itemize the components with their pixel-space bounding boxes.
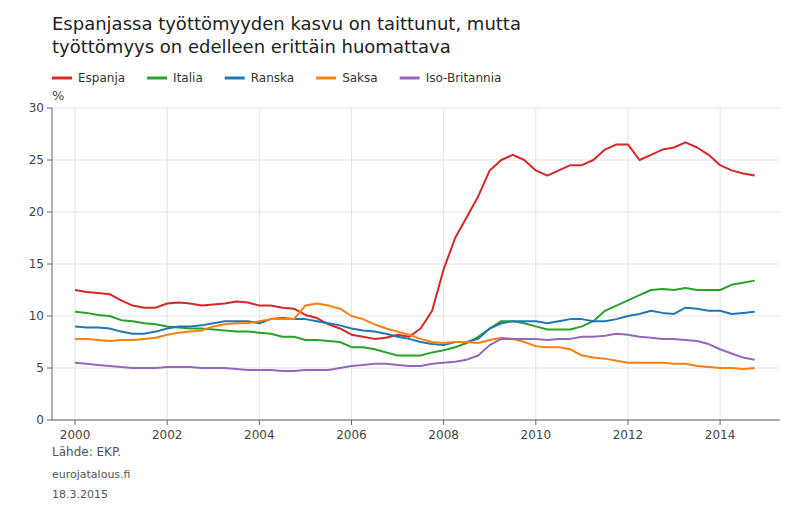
tick	[47, 212, 52, 213]
tick-label: 2002	[152, 428, 183, 442]
tick	[47, 420, 52, 421]
lines	[75, 142, 755, 371]
tick	[259, 420, 260, 425]
tick	[535, 420, 536, 425]
axis-label: %	[52, 88, 64, 103]
legend-label: Saksa	[342, 71, 378, 85]
legend-swatch	[400, 77, 420, 80]
grid-line	[443, 108, 444, 420]
axes: 0 5 10 15 20 25 30 2000 2002 2004 2006 2008 2010 2012…	[29, 101, 780, 442]
legend-swatch	[147, 77, 167, 80]
grid-line	[52, 264, 780, 265]
grid-line	[259, 108, 260, 420]
tick-label: 2014	[705, 428, 736, 442]
tick-label: 2000	[60, 428, 91, 442]
tick	[47, 264, 52, 265]
series-line	[75, 304, 755, 370]
grid-line	[52, 316, 780, 317]
grid	[52, 108, 780, 420]
tick-label: 2012	[613, 428, 644, 442]
title-line: Espanjassa työttömyyden kasvu on taittun…	[52, 13, 521, 34]
grid-line	[627, 108, 628, 420]
grid-line	[52, 212, 780, 213]
y-axis	[52, 108, 53, 420]
grid-line	[52, 160, 780, 161]
chart: Espanjassa työttömyyden kasvu on taittun…	[0, 0, 800, 522]
tick	[627, 420, 628, 425]
tick-label: 2008	[428, 428, 459, 442]
tick	[47, 160, 52, 161]
tick-label: 2010	[521, 428, 552, 442]
grid-line	[75, 108, 76, 420]
legend-label: Iso-Britannia	[426, 71, 502, 85]
grid-line	[167, 108, 168, 420]
grid-line	[351, 108, 352, 420]
x-axis	[52, 420, 780, 421]
annotation: Lähde: EKP.	[52, 445, 121, 459]
legend-label: Espanja	[78, 71, 125, 85]
tick	[47, 316, 52, 317]
title: Espanjassa työttömyyden kasvu on taittun…	[52, 13, 521, 57]
tick-label: 25	[29, 153, 44, 167]
background	[0, 0, 800, 522]
annotation: 18.3.2015	[52, 488, 108, 501]
grid-line	[720, 108, 721, 420]
tick	[720, 420, 721, 425]
tick	[47, 368, 52, 369]
tick-label: 0	[36, 413, 44, 427]
tick-label: 5	[36, 361, 44, 375]
grid-line	[535, 108, 536, 420]
series-line	[75, 281, 755, 356]
title-line: työttömyys on edelleen erittäin huomatta…	[52, 36, 451, 57]
series-line	[75, 308, 755, 345]
legend-swatch	[316, 77, 336, 80]
legend: Espanja Italia Ranska Saksa Iso-Britannia	[52, 71, 501, 85]
tick	[351, 420, 352, 425]
tick	[75, 420, 76, 425]
annotation: eurojatalous.fi	[52, 468, 131, 481]
tick-label: 20	[29, 205, 44, 219]
series-line	[75, 142, 755, 339]
tick-label: 30	[29, 101, 44, 115]
legend-label: Ranska	[251, 71, 294, 85]
tick-label: 2006	[336, 428, 367, 442]
tick	[167, 420, 168, 425]
grid-line	[52, 420, 780, 421]
legend-swatch	[225, 77, 245, 80]
tick-label: 2004	[244, 428, 275, 442]
tick-label: 10	[29, 309, 44, 323]
series-line	[75, 334, 755, 371]
legend-swatch	[52, 77, 72, 80]
tick-label: 15	[29, 257, 44, 271]
tick	[443, 420, 444, 425]
legend-label: Italia	[173, 71, 203, 85]
grid-line	[52, 108, 780, 109]
tick	[47, 108, 52, 109]
